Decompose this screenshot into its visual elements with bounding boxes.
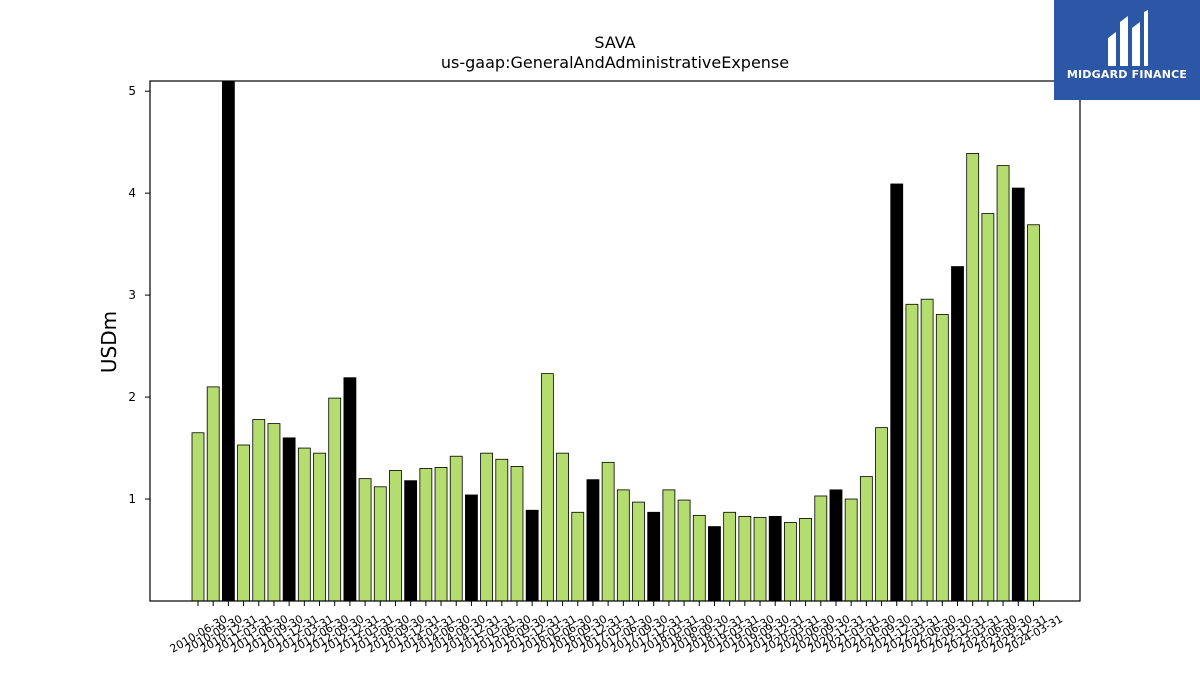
chart-subtitle: us-gaap:GeneralAndAdministrativeExpense	[441, 53, 789, 72]
bar-2014-12-31	[465, 494, 478, 602]
bar-2010-06-30	[191, 432, 205, 602]
bar-2021-03-31	[844, 498, 858, 602]
y-tick-label: 1	[128, 492, 136, 506]
bar-2019-06-30	[738, 515, 752, 602]
bar-2022-12-31	[951, 266, 964, 602]
bar-2019-09-30	[753, 516, 767, 602]
bar-2011-09-30	[267, 423, 281, 602]
bar-2019-12-31	[768, 515, 782, 602]
bar-2015-03-31	[480, 452, 494, 602]
brand-logo: MIDGARD FINANCE	[1054, 0, 1200, 100]
bar-2017-06-30	[616, 489, 630, 602]
bar-2024-03-31	[1027, 224, 1040, 602]
bar-2020-06-30	[799, 518, 812, 602]
bar-2013-09-30	[389, 470, 402, 602]
bar-2016-09-30	[571, 511, 585, 602]
bar-2016-12-31	[586, 479, 600, 602]
bar-2023-03-31	[966, 152, 980, 602]
bar-2023-12-31	[1011, 187, 1025, 602]
y-axis: 1 2 3 4 5	[128, 84, 150, 506]
bar-2023-06-30	[981, 213, 995, 602]
y-tick-label: 3	[128, 288, 136, 302]
bar-2012-12-31	[343, 377, 357, 602]
bar-2015-09-30	[510, 466, 524, 602]
bar-2015-06-30	[495, 458, 509, 602]
brand-name: MIDGARD FINANCE	[1066, 68, 1188, 81]
bar-2016-03-31	[540, 373, 554, 602]
bar-2022-06-30	[920, 298, 934, 602]
bar-2015-12-31	[525, 509, 539, 602]
bar-2018-09-30	[692, 514, 706, 602]
bar-2011-06-30	[252, 419, 266, 602]
bar-2021-09-30	[875, 427, 888, 602]
bar-2010-09-30	[206, 386, 220, 602]
bar-2023-09-30	[996, 165, 1010, 602]
bar-2022-09-30	[935, 314, 949, 602]
x-axis: 2010-06-302010-09-302010-12-312011-03-31…	[168, 601, 1065, 656]
bar-2011-03-31	[237, 444, 250, 602]
bar-2017-03-31	[601, 461, 615, 602]
bar-2018-12-31	[708, 526, 721, 602]
bar-2018-06-30	[677, 499, 691, 602]
bar-2018-03-31	[662, 489, 676, 602]
bar-2011-12-31	[282, 437, 296, 602]
bar-2020-09-30	[814, 495, 828, 602]
bar-2017-09-30	[632, 501, 645, 602]
bar-2020-03-31	[784, 522, 797, 602]
y-tick-label: 5	[128, 84, 136, 98]
bar-2019-03-31	[723, 511, 737, 602]
bar-2017-12-31	[647, 511, 661, 602]
bar-2013-03-31	[358, 478, 372, 602]
plot-frame	[149, 80, 1081, 602]
plot-area	[191, 80, 1040, 602]
bar-2014-09-30	[449, 455, 463, 602]
bar-2010-12-31	[221, 80, 235, 602]
bar-2014-03-31	[419, 468, 433, 602]
bar-2021-06-30	[859, 476, 873, 602]
y-tick-label: 2	[128, 390, 136, 404]
bar-2013-12-31	[404, 480, 418, 602]
bar-2020-12-31	[829, 489, 843, 602]
bar-2012-06-30	[313, 452, 326, 602]
y-axis-label: USDm	[97, 311, 121, 373]
y-tick-label: 4	[128, 186, 136, 200]
bar-2012-03-31	[297, 447, 311, 602]
bar-2014-06-30	[434, 467, 448, 602]
bar-2021-12-31	[890, 183, 904, 602]
midgard-logo-icon	[1108, 10, 1148, 66]
chart-title: SAVA	[594, 33, 635, 52]
bar-2022-03-31	[905, 303, 919, 602]
bar-2016-06-30	[556, 452, 569, 602]
bar-2012-09-30	[328, 397, 342, 602]
bar-2013-06-30	[373, 486, 387, 602]
